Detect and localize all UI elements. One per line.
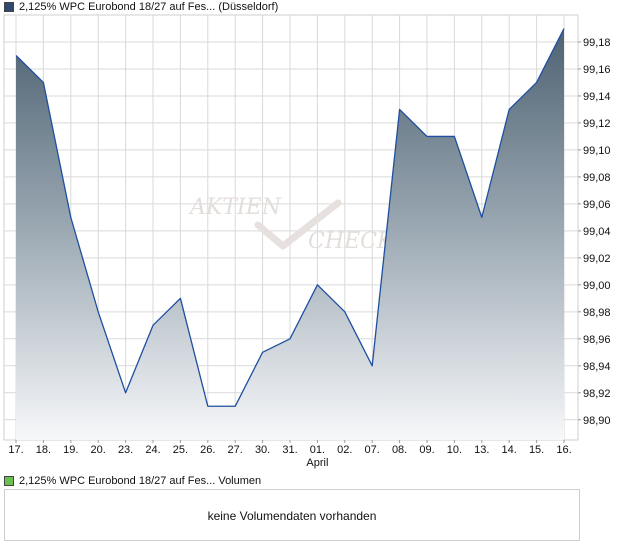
x-tick-label: 01.: [310, 444, 325, 456]
y-tick-label: 99,12: [583, 118, 611, 130]
price-line: [15, 28, 565, 407]
watermark-check-icon: [254, 199, 342, 250]
volume-legend: 2,125% WPC Eurobond 18/27 auf Fes... Vol…: [4, 474, 261, 488]
x-tick-label: 02.: [337, 444, 352, 456]
y-tick-label: 98,92: [583, 388, 611, 400]
price-chart: AKTIEN CHECK 98,90 98,92 98,94 98,96 98,98 99…: [3, 14, 611, 469]
x-tick-label: 08.: [392, 444, 407, 456]
y-tick-label: 99,08: [583, 172, 611, 184]
x-tick-label: 16.: [556, 444, 571, 456]
volume-panel: keine Volumendaten vorhanden: [4, 489, 580, 541]
y-tick-label: 99,00: [583, 280, 611, 292]
y-tick-label: 99,16: [583, 64, 611, 76]
watermark: AKTIEN CHECK: [188, 195, 395, 254]
x-axis-ticks: 17. 18. 19. 20. 23. 24. 25. 26. 27. 30. 31. 01.Apri…: [8, 440, 572, 469]
y-axis-ticks: 98,90 98,92 98,94 98,96 98,98 99,00 99,02 99,04…: [578, 37, 611, 427]
watermark-line1: AKTIEN: [188, 195, 282, 220]
price-legend: 2,125% WPC Eurobond 18/27 auf Fes... (Dü…: [4, 0, 278, 14]
x-tick-label: 15.: [529, 444, 544, 456]
x-tick-label: 13.: [474, 444, 489, 456]
x-tick-label: 18.: [36, 444, 51, 456]
x-tick-label: 17.: [8, 444, 23, 456]
x-tick-label: 24.: [145, 444, 160, 456]
y-tick-label: 99,04: [583, 226, 611, 238]
x-tick-label: 10.: [447, 444, 462, 456]
y-tick-label: 99,10: [583, 145, 611, 157]
x-month-label: April: [306, 457, 328, 469]
watermark-line2: CHECK: [308, 229, 395, 254]
x-tick-label: 09.: [419, 444, 434, 456]
y-tick-label: 99,18: [583, 37, 611, 49]
y-tick-label: 98,98: [583, 307, 611, 319]
x-tick-label: 23.: [118, 444, 133, 456]
y-tick-label: 99,06: [583, 199, 611, 211]
x-tick-label: 26.: [200, 444, 215, 456]
x-tick-label: 14.: [502, 444, 517, 456]
price-legend-label: 2,125% WPC Eurobond 18/27 auf Fes... (Dü…: [19, 1, 279, 13]
x-tick-label: 07.: [365, 444, 380, 456]
x-tick-label: 31.: [282, 444, 297, 456]
y-tick-label: 99,14: [583, 91, 611, 103]
y-tick-label: 98,96: [583, 334, 611, 346]
price-legend-swatch: [4, 2, 14, 12]
y-tick-label: 98,90: [583, 415, 611, 427]
x-tick-label: 19.: [63, 444, 78, 456]
x-tick-label: 25.: [173, 444, 188, 456]
y-tick-label: 99,02: [583, 253, 611, 265]
price-area: [16, 28, 564, 441]
volume-legend-label: 2,125% WPC Eurobond 18/27 auf Fes... Vol…: [19, 475, 262, 487]
volume-empty-message: keine Volumendaten vorhanden: [207, 509, 377, 523]
x-tick-label: 30.: [255, 444, 270, 456]
volume-legend-swatch: [4, 476, 14, 486]
y-tick-label: 98,94: [583, 361, 611, 373]
x-tick-label: 20.: [91, 444, 106, 456]
x-tick-label: 27.: [228, 444, 243, 456]
